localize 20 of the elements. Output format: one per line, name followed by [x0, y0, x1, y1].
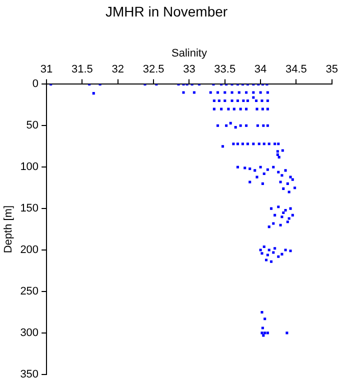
x-tick-label: 35	[326, 64, 338, 76]
y-tick-label: 0	[32, 78, 39, 90]
y-axis-title: Depth [m]	[2, 205, 15, 254]
y-tick-label: 50	[26, 120, 39, 132]
x-tick-label: 31	[40, 64, 53, 76]
x-tick-label: 33	[183, 64, 196, 76]
y-tick-label: 150	[20, 202, 39, 215]
x-tick-label: 32	[112, 64, 124, 76]
x-tick-label: 31.5	[72, 64, 93, 76]
x-tick-label: 34.5	[286, 64, 307, 76]
x-tick-label: 34	[254, 64, 267, 76]
x-tick-label: 33.5	[214, 64, 236, 76]
y-tick-label: 300	[20, 326, 39, 339]
chart-title: JMHR in November	[105, 3, 228, 20]
x-tick-label: 32.5	[142, 64, 164, 76]
y-tick-label: 250	[20, 286, 39, 298]
y-tick-label: 200	[20, 244, 39, 256]
x-axis-title: Salinity	[171, 47, 208, 60]
y-tick-label: 350	[20, 368, 39, 380]
y-tick-label: 100	[20, 161, 39, 174]
